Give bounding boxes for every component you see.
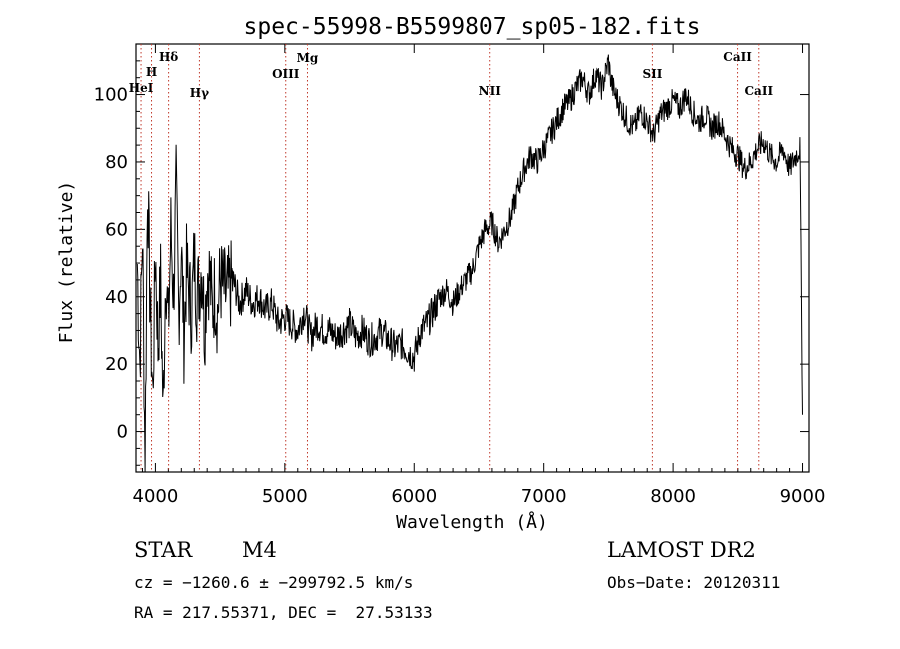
line-marker-label: OIII	[272, 67, 300, 81]
spectrum-series	[136, 54, 803, 473]
line-marker-label: H	[146, 65, 157, 79]
y-tick-label: 0	[117, 422, 128, 443]
x-tick-label: 8000	[650, 486, 696, 507]
x-tick-label: 5000	[262, 486, 308, 507]
chart-title: spec-55998-B5599807_sp05-182.fits	[244, 14, 701, 40]
line-marker-label: Hγ	[190, 86, 209, 100]
y-axis: 0 20 40 60 80 100	[94, 60, 809, 466]
x-tick-label: 6000	[391, 486, 437, 507]
y-tick-label: 60	[105, 219, 128, 240]
y-tick-label: 20	[105, 354, 128, 375]
x-axis-label: Wavelength (Å)	[396, 511, 548, 533]
line-marker-label: HeI	[129, 81, 154, 95]
line-marker-label: CaII	[745, 84, 774, 98]
spectral-line-markers: HeI HHδ Hγ OIII Mg NII SII CaII CaII	[129, 44, 774, 472]
x-tick-label: 9000	[780, 486, 826, 507]
y-tick-label: 80	[105, 152, 128, 173]
obs-date-text: Obs−Date: 20120311	[607, 573, 781, 592]
redshift-text: cz = −1260.6 ± −299792.5 km/s	[134, 573, 414, 592]
line-marker-label: Mg	[297, 51, 319, 65]
x-tick-label: 7000	[521, 486, 567, 507]
coordinates-text: RA = 217.55371, DEC = 27.53133	[134, 603, 433, 622]
spectrum-line	[136, 54, 803, 473]
x-tick-label: 4000	[133, 486, 179, 507]
line-marker-label: NII	[479, 84, 502, 98]
survey-name: LAMOST DR2	[607, 538, 756, 562]
x-axis: 4000 5000 6000 7000 8000 9000	[133, 44, 826, 507]
line-marker-label: CaII	[723, 50, 752, 64]
object-class: STAR	[134, 538, 193, 562]
object-subclass: M4	[242, 538, 277, 562]
y-tick-label: 40	[105, 287, 128, 308]
y-tick-label: 100	[94, 85, 128, 106]
y-axis-label: Flux (relative)	[56, 181, 77, 344]
line-marker-label: SII	[642, 67, 662, 81]
line-marker-label: Hδ	[159, 50, 178, 64]
plot-frame	[135, 43, 810, 473]
